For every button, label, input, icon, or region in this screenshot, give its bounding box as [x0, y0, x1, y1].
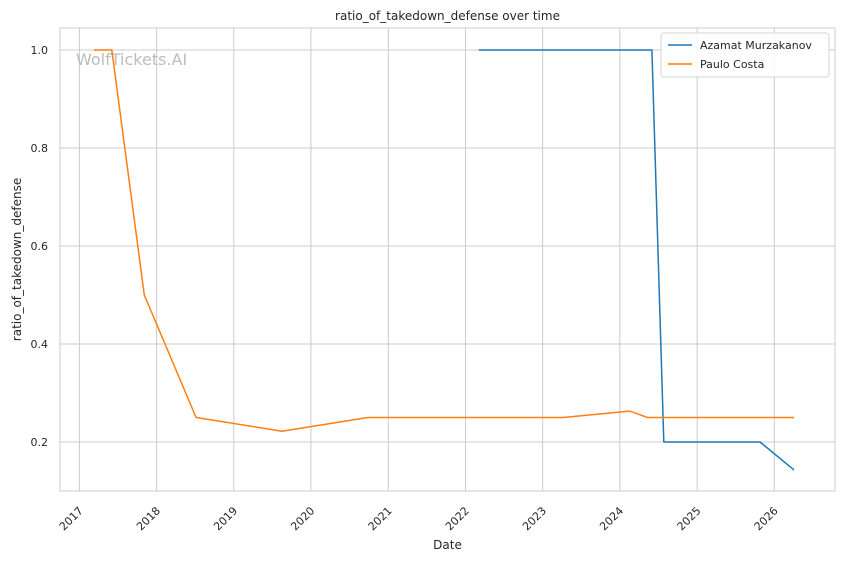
y-tick-label: 0.2 — [31, 436, 49, 449]
y-tick-label: 0.8 — [31, 142, 49, 155]
legend-box — [660, 32, 830, 78]
y-axis-label: ratio_of_takedown_defense — [10, 178, 24, 341]
series-line-1 — [94, 49, 794, 432]
legend: Azamat Murzakanov Paulo Costa — [660, 32, 830, 78]
chart-title: ratio_of_takedown_defense over time — [335, 9, 560, 23]
y-tick-label: 1.0 — [31, 44, 49, 57]
watermark: WolfTickets.AI — [76, 50, 187, 69]
y-tick-label: 0.4 — [31, 338, 49, 351]
x-axis-label: Date — [433, 538, 462, 552]
legend-label-0: Azamat Murzakanov — [700, 39, 812, 52]
series-layer — [94, 49, 795, 471]
legend-label-1: Paulo Costa — [700, 58, 764, 71]
y-tick-label: 0.6 — [31, 240, 49, 253]
grid — [60, 28, 835, 491]
plot-frame — [59, 27, 836, 492]
y-axis-ticks: 0.2 0.4 0.6 0.8 1.0 — [31, 44, 49, 449]
series-line-0 — [478, 49, 795, 471]
